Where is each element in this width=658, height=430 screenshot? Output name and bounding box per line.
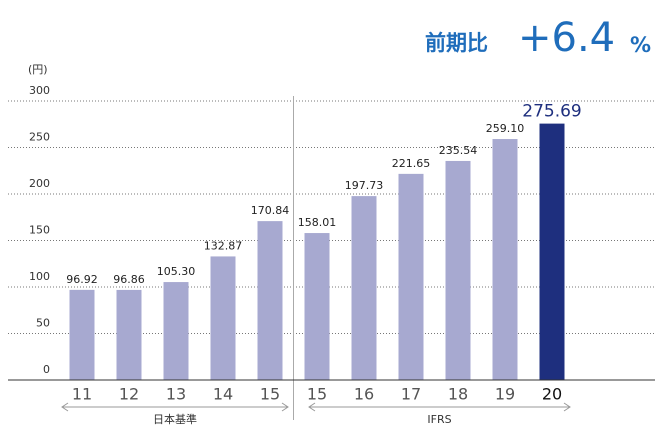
value-label: 170.84 <box>251 204 290 217</box>
x-tick-label: 12 <box>119 385 139 404</box>
y-tick-label: 50 <box>36 317 50 330</box>
y-axis-label: (円) <box>28 63 48 76</box>
y-tick-label: 300 <box>29 84 50 97</box>
bar <box>351 196 377 380</box>
value-label: 197.73 <box>345 179 384 192</box>
bar <box>257 221 283 380</box>
x-tick-label: 19 <box>495 385 515 404</box>
y-tick-label: 250 <box>29 131 50 144</box>
bar <box>304 233 330 380</box>
y-tick-label: 150 <box>29 224 50 237</box>
value-label: 132.87 <box>204 239 243 252</box>
x-tick-label: 18 <box>448 385 468 404</box>
bar <box>210 256 236 380</box>
annotation-value: +6.4 <box>518 15 615 61</box>
x-tick-label: 15 <box>260 385 280 404</box>
value-label: 259.10 <box>486 122 525 135</box>
arrow-head <box>563 402 571 412</box>
x-tick-label: 11 <box>72 385 92 404</box>
value-label: 96.86 <box>113 273 145 286</box>
bar <box>539 123 565 380</box>
x-tick-label: 13 <box>166 385 186 404</box>
x-tick-label: 20 <box>542 385 562 404</box>
arrow-head <box>308 402 316 412</box>
x-tick-label: 17 <box>401 385 421 404</box>
x-tick-label: 14 <box>213 385 233 404</box>
y-tick-label: 100 <box>29 270 50 283</box>
bar <box>163 282 189 380</box>
bar <box>116 289 142 380</box>
group-label: 日本基準 <box>153 412 197 426</box>
arrow-head <box>61 402 69 412</box>
annotation-unit: % <box>630 33 651 57</box>
arrow-head <box>281 402 289 412</box>
bar <box>69 289 95 380</box>
y-tick-label: 0 <box>43 363 50 376</box>
value-label: 96.92 <box>66 273 98 286</box>
bar <box>445 160 471 380</box>
bar <box>492 139 518 380</box>
group-label: IFRS <box>427 413 451 426</box>
value-label: 105.30 <box>157 265 196 278</box>
y-tick-label: 200 <box>29 177 50 190</box>
value-label: 235.54 <box>439 144 478 157</box>
x-tick-label: 16 <box>354 385 374 404</box>
value-label: 158.01 <box>298 216 337 229</box>
annotation-label: 前期比 <box>425 31 488 55</box>
value-label: 221.65 <box>392 157 431 170</box>
x-tick-label: 15 <box>307 385 327 404</box>
bar <box>398 173 424 380</box>
value-label: 275.69 <box>522 102 581 122</box>
